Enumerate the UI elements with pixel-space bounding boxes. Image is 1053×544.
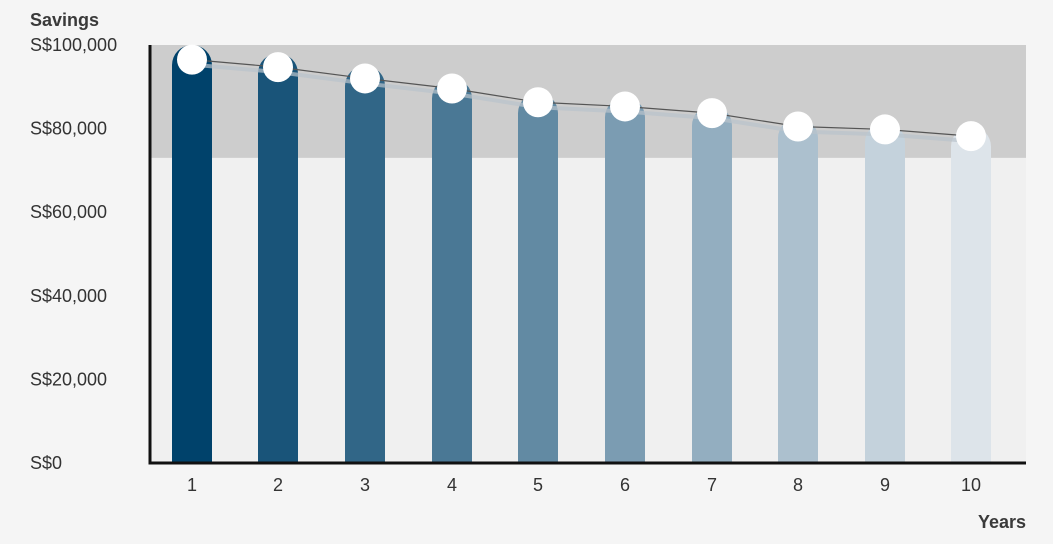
bar-1 [172,45,212,463]
x-tick-label: 6 [620,475,630,495]
bar-9 [865,122,905,463]
bar-10 [951,126,991,463]
bar-8 [778,118,818,463]
markers [177,44,986,152]
bar-5 [518,93,558,463]
y-axis-ticks: S$0 S$20,000 S$40,000 S$60,000 S$80,000 S$100… [30,35,117,473]
marker-3 [350,63,380,94]
x-tick-label: 4 [447,475,457,495]
bar-3 [345,65,385,464]
marker-10 [956,121,986,152]
trend-line [191,59,972,137]
marker-4 [437,73,467,104]
y-tick-label: S$60,000 [30,202,107,222]
x-tick-label: 2 [273,475,283,495]
x-axis-ticks: 1 2 3 4 5 6 7 8 9 10 [187,475,981,495]
marker-9 [870,114,900,145]
bar-2 [258,53,298,464]
x-tick-label: 9 [880,475,890,495]
y-tick-label: S$0 [30,453,62,473]
x-tick-label: 1 [187,475,197,495]
y-tick-label: S$100,000 [30,35,117,55]
bar-4 [432,78,472,464]
x-axis-title: Years [978,512,1026,532]
y-axis-title: Savings [30,10,99,30]
y-tick-label: S$40,000 [30,286,107,306]
marker-1 [177,44,207,75]
trend-line-shadow [191,62,972,144]
y-tick-label: S$20,000 [30,369,107,389]
y-tick-label: S$80,000 [30,119,107,139]
marker-2 [263,52,293,83]
x-tick-label: 10 [961,475,981,495]
marker-7 [697,98,727,129]
x-tick-label: 5 [533,475,543,495]
bars [172,45,991,464]
x-tick-label: 3 [360,475,370,495]
bar-6 [605,97,645,463]
marker-6 [610,91,640,122]
x-tick-label: 8 [793,475,803,495]
x-tick-label: 7 [707,475,717,495]
marker-8 [783,111,813,142]
marker-5 [523,87,553,118]
bar-7 [692,105,732,464]
